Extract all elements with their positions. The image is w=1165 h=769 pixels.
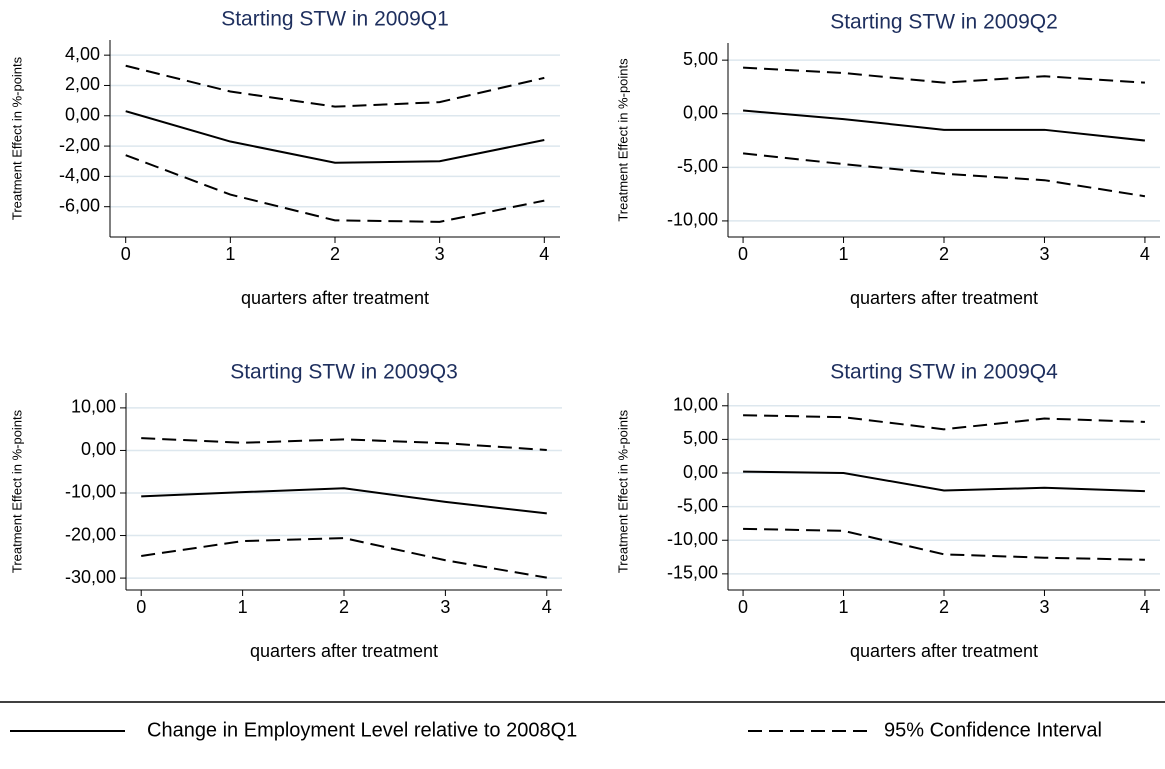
y-tick-label: 0,00 <box>683 102 718 122</box>
x-tick-label: 1 <box>238 597 248 617</box>
legend-label: Change in Employment Level relative to 2… <box>147 719 577 741</box>
y-tick-label: 10,00 <box>71 397 116 417</box>
estimate-line <box>743 470 1145 493</box>
x-tick-label: 2 <box>339 597 349 617</box>
y-tick-label: 2,00 <box>65 74 100 94</box>
chart-title: Starting STW in 2009Q4 <box>830 361 1058 384</box>
x-tick-label: 0 <box>738 244 748 264</box>
chart-title: Starting STW in 2009Q3 <box>230 361 458 384</box>
x-tick-label: 4 <box>542 597 552 617</box>
x-tick-label: 4 <box>1140 244 1150 264</box>
y-tick-label: -15,00 <box>667 563 718 583</box>
y-tick-label: -2,00 <box>59 135 100 155</box>
ci-upper-line <box>743 414 1145 431</box>
x-tick-label: 4 <box>1140 597 1150 617</box>
y-tick-label: 5,00 <box>683 49 718 69</box>
y-tick-label: 0,00 <box>81 439 116 459</box>
x-tick-label: 0 <box>136 597 146 617</box>
y-tick-label: 0,00 <box>65 105 100 125</box>
x-tick-label: 4 <box>539 244 549 264</box>
y-tick-label: -6,00 <box>59 195 100 215</box>
ci-upper-line <box>125 64 545 108</box>
x-tick-label: 3 <box>435 244 445 264</box>
x-tick-label: 0 <box>121 244 131 264</box>
y-tick-label: -30,00 <box>65 567 116 587</box>
x-tick-label: 0 <box>738 597 748 617</box>
y-axis-label: Treatment Effect in %-points <box>615 409 630 573</box>
y-tick-label: -5,00 <box>677 156 718 176</box>
ci-lower-line <box>743 527 1145 561</box>
estimate-line <box>125 110 545 164</box>
ci-upper-line <box>141 437 547 452</box>
y-tick-label: -5,00 <box>677 495 718 515</box>
ci-lower-line <box>742 152 1146 198</box>
y-tick-label: 4,00 <box>65 44 100 64</box>
chart-title: Starting STW in 2009Q1 <box>221 8 449 31</box>
x-tick-label: 3 <box>1039 597 1049 617</box>
ci-lower-line <box>125 154 545 223</box>
x-tick-label: 3 <box>1039 244 1049 264</box>
x-tick-label: 1 <box>839 244 849 264</box>
x-axis-label: quarters after treatment <box>241 288 429 308</box>
x-tick-label: 2 <box>939 597 949 617</box>
y-tick-label: 0,00 <box>683 462 718 482</box>
x-tick-label: 2 <box>939 244 949 264</box>
y-tick-label: -4,00 <box>59 165 100 185</box>
y-axis-label: Treatment Effect in %-points <box>615 58 630 222</box>
y-tick-label: 10,00 <box>673 395 718 415</box>
x-tick-label: 3 <box>440 597 450 617</box>
y-axis-label: Treatment Effect in %-points <box>9 56 24 220</box>
chart-title: Starting STW in 2009Q2 <box>830 11 1058 34</box>
x-tick-label: 1 <box>839 597 849 617</box>
ci-lower-line <box>141 537 547 579</box>
legend-label: 95% Confidence Interval <box>884 719 1102 741</box>
estimate-line <box>742 109 1146 142</box>
y-tick-label: -10,00 <box>667 529 718 549</box>
x-tick-label: 1 <box>225 244 235 264</box>
ci-upper-line <box>743 66 1145 84</box>
estimate-line <box>141 487 547 515</box>
y-tick-label: -10,00 <box>65 482 116 502</box>
y-axis-label: Treatment Effect in %-points <box>9 409 24 573</box>
y-tick-label: -20,00 <box>65 524 116 544</box>
x-axis-label: quarters after treatment <box>250 641 438 661</box>
x-axis-label: quarters after treatment <box>850 288 1038 308</box>
x-tick-label: 2 <box>330 244 340 264</box>
y-tick-label: -10,00 <box>667 210 718 230</box>
y-tick-label: 5,00 <box>683 428 718 448</box>
x-axis-label: quarters after treatment <box>850 641 1038 661</box>
